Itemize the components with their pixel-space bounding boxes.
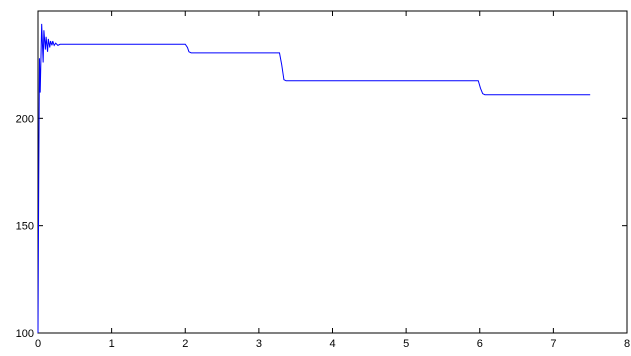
y-tick-label: 150 bbox=[16, 221, 34, 233]
x-axis: 0 1 2 3 4 5 6 7 8 bbox=[35, 11, 630, 350]
series-line bbox=[37, 23, 591, 334]
x-tick-label: 5 bbox=[403, 338, 409, 350]
x-tick-label: 8 bbox=[624, 338, 630, 350]
x-tick-label: 7 bbox=[550, 338, 556, 350]
x-tick-label: 2 bbox=[182, 338, 188, 350]
x-tick-label: 4 bbox=[329, 338, 335, 350]
y-tick-label: 200 bbox=[16, 113, 34, 125]
series-layer bbox=[37, 23, 591, 334]
x-tick-label: 3 bbox=[256, 338, 262, 350]
x-tick-label: 6 bbox=[477, 338, 483, 350]
x-tick-label: 1 bbox=[109, 338, 115, 350]
y-axis: 100 150 200 bbox=[16, 113, 627, 340]
x-tick-label: 0 bbox=[35, 338, 41, 350]
plot-area bbox=[37, 10, 628, 334]
y-tick-label: 100 bbox=[16, 328, 34, 340]
